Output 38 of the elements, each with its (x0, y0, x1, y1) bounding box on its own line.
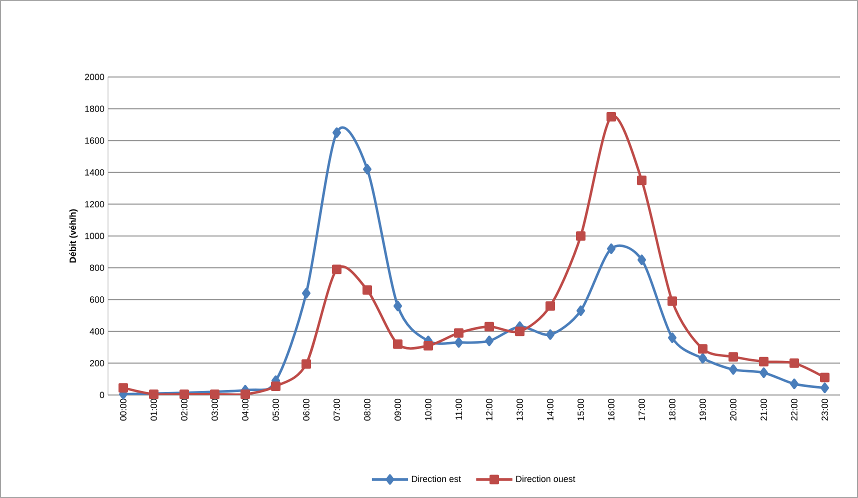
x-tick-label: 08:00 (364, 398, 370, 421)
x-tick-label: 18:00 (669, 398, 676, 420)
y-axis-title: Débit (véh/h) (69, 209, 78, 263)
x-tick-label: 17:00 (638, 398, 645, 420)
y-tick-label: 600 (90, 296, 104, 303)
x-tick-label: 07:00 (334, 398, 340, 421)
x-tick-label: 11:00 (456, 398, 462, 420)
x-tick-label: 03:00 (212, 398, 218, 421)
x-tick-label: 13:00 (516, 398, 523, 420)
legend-label: Direction ouest (516, 475, 576, 482)
x-tick-label: 22:00 (791, 398, 798, 420)
x-tick-label: 05:00 (272, 398, 279, 421)
x-tick-label: 16:00 (608, 398, 614, 420)
x-tick-label: 06:00 (303, 398, 310, 421)
x-tick-label: 21:00 (760, 398, 767, 420)
x-tick-label: 12:00 (486, 398, 492, 420)
x-tick-label: 15:00 (578, 398, 584, 420)
x-tick-label: 00:00 (120, 398, 126, 421)
y-tick-label: 1200 (85, 201, 104, 208)
y-tick-label: 1000 (85, 232, 104, 240)
x-tick-label: 09:00 (394, 398, 401, 421)
y-tick-label: 0 (100, 392, 104, 398)
y-tick-label: 1800 (85, 106, 104, 112)
x-tick-label: 20:00 (730, 398, 736, 420)
y-tick-label: 1600 (85, 137, 104, 144)
y-tick-label: 800 (90, 264, 104, 271)
x-tick-label: 04:00 (242, 398, 248, 421)
x-tick-label: 02:00 (181, 398, 188, 421)
x-tick-label: 14:00 (547, 398, 554, 420)
x-tick-label: 19:00 (700, 398, 706, 420)
x-tick-label: 01:00 (150, 398, 157, 421)
x-tick-label: 10:00 (425, 398, 432, 420)
y-tick-label: 2000 (84, 74, 104, 80)
y-tick-label: 200 (90, 360, 104, 366)
y-tick-label: 400 (90, 328, 104, 335)
x-tick-label: 23:00 (822, 398, 828, 420)
legend-label: Direction est (412, 475, 461, 482)
y-tick-label: 1400 (85, 169, 104, 176)
